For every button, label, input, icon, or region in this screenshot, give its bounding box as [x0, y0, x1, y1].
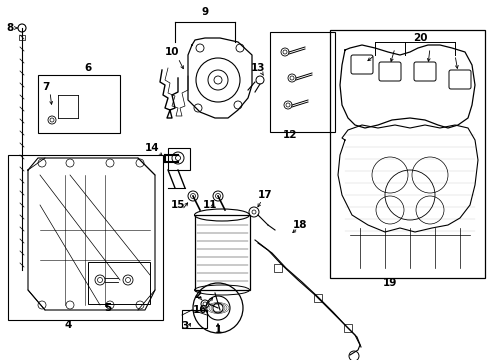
Bar: [195, 215, 250, 290]
Bar: [270, 32, 335, 132]
Bar: [168, 148, 190, 170]
Text: 12: 12: [283, 130, 297, 140]
Text: 13: 13: [251, 63, 265, 73]
Text: 7: 7: [42, 82, 49, 92]
Bar: [182, 310, 207, 328]
Text: 1: 1: [215, 325, 221, 335]
Text: 19: 19: [383, 278, 397, 288]
Text: 6: 6: [84, 63, 92, 73]
Text: 16: 16: [193, 305, 207, 315]
Text: 10: 10: [165, 47, 179, 57]
Bar: [88, 262, 150, 304]
Text: 14: 14: [145, 143, 159, 153]
Bar: [8, 155, 163, 320]
Bar: [19, 35, 25, 40]
Text: 5: 5: [104, 303, 112, 313]
Bar: [38, 75, 120, 133]
Text: 9: 9: [201, 7, 209, 17]
Text: 8: 8: [6, 23, 14, 33]
Text: 2: 2: [195, 290, 201, 300]
Text: 20: 20: [413, 33, 427, 43]
Bar: [274, 264, 282, 272]
Text: 3: 3: [181, 321, 189, 331]
Bar: [344, 324, 352, 332]
Text: 11: 11: [203, 200, 217, 210]
Text: 18: 18: [293, 220, 307, 230]
Bar: [330, 30, 485, 278]
Text: 15: 15: [171, 200, 185, 210]
Text: 4: 4: [64, 320, 72, 330]
Text: 17: 17: [258, 190, 272, 200]
Bar: [314, 294, 322, 302]
